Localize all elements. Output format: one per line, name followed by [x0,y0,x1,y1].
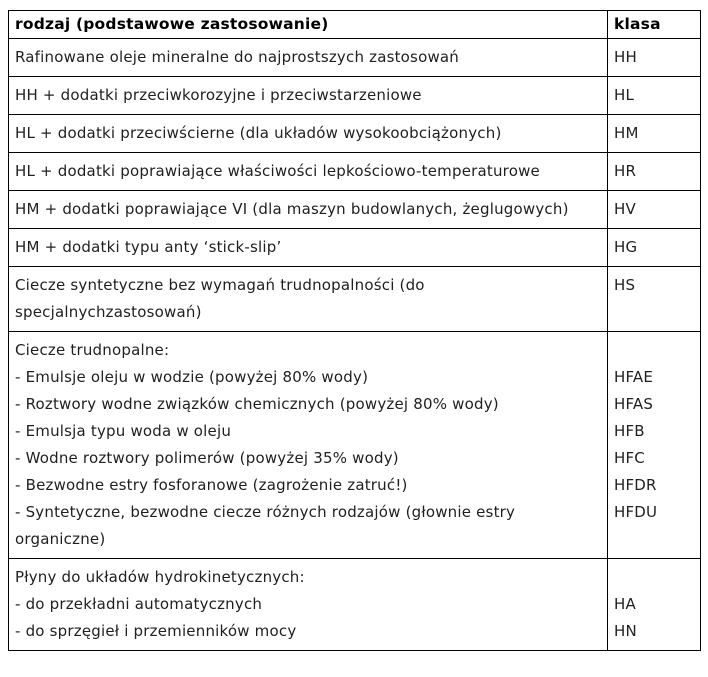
classification-table: rodzaj (podstawowe zastosowanie) klasa R… [8,10,701,651]
table-row: Rafinowane oleje mineralne do najprostsz… [8,38,701,77]
table-row: HL + dodatki przeciwścierne (dla układów… [8,114,701,153]
klasa-cell: HM [607,114,701,153]
klasa-cell: HL [607,76,701,115]
table-row: HM + dodatki poprawiające VI (dla maszyn… [8,190,701,229]
table-row: Płyny do układów hydrokinetycznych: - do… [8,558,701,651]
klasa-cell: HH [607,38,701,77]
klasa-cell: HFAE HFAS HFB HFC HFDR HFDU [607,331,701,559]
klasa-cell: HS [607,266,701,332]
rodzaj-cell: HM + dodatki typu anty ‘stick-slip’ [8,228,608,267]
klasa-cell: HR [607,152,701,191]
klasa-cell: HG [607,228,701,267]
column-header-klasa: klasa [607,10,701,39]
rodzaj-cell: Rafinowane oleje mineralne do najprostsz… [8,38,608,77]
rodzaj-cell: HM + dodatki poprawiające VI (dla maszyn… [8,190,608,229]
table-row: HH + dodatki przeciwkorozyjne i przeciws… [8,76,701,115]
rodzaj-cell: Ciecze syntetyczne bez wymagań trudnopal… [8,266,608,332]
column-header-rodzaj: rodzaj (podstawowe zastosowanie) [8,10,608,39]
header-row: rodzaj (podstawowe zastosowanie) klasa [8,10,701,39]
table-row: Ciecze syntetyczne bez wymagań trudnopal… [8,266,701,332]
table-row: HM + dodatki typu anty ‘stick-slip’ HG [8,228,701,267]
rodzaj-cell: HL + dodatki przeciwścierne (dla układów… [8,114,608,153]
rodzaj-cell: HL + dodatki poprawiające właściwości le… [8,152,608,191]
table-row: HL + dodatki poprawiające właściwości le… [8,152,701,191]
klasa-cell: HA HN [607,558,701,651]
klasa-cell: HV [607,190,701,229]
rodzaj-cell: Płyny do układów hydrokinetycznych: - do… [8,558,608,651]
rodzaj-cell: Ciecze trudnopalne: - Emulsje oleju w wo… [8,331,608,559]
rodzaj-cell: HH + dodatki przeciwkorozyjne i przeciws… [8,76,608,115]
table-row: Ciecze trudnopalne: - Emulsje oleju w wo… [8,331,701,559]
